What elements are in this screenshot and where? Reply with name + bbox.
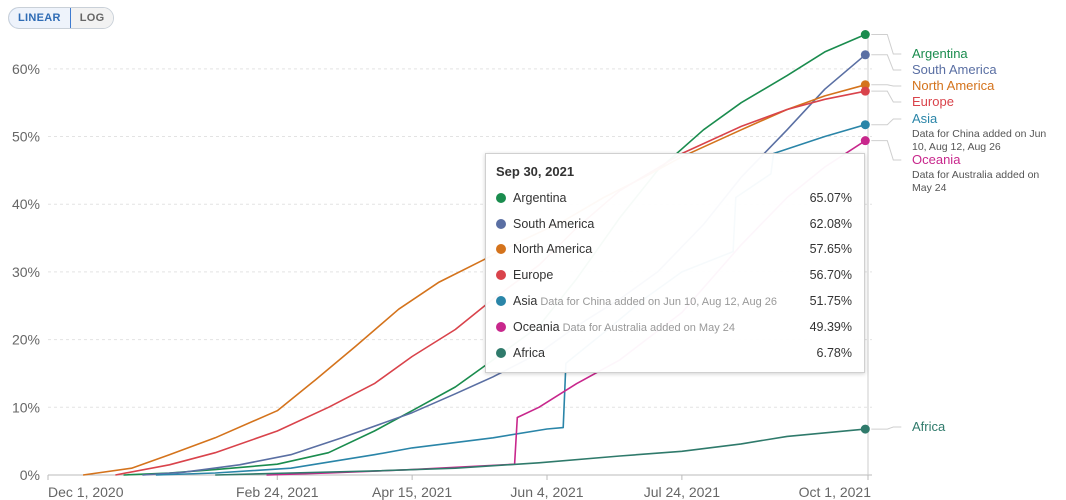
series-line-africa: [215, 428, 866, 476]
tooltip-series-value: 65.07%: [809, 190, 852, 205]
tooltip-rows: Argentina 65.07% South America 62.08% North …: [496, 185, 852, 366]
end-marker-north-america: [860, 80, 870, 90]
tooltip-series-name: North America: [513, 242, 593, 257]
tooltip-row: Europe 56.70%: [496, 262, 852, 288]
y-tick-label: 30%: [12, 264, 40, 280]
label-connector: [871, 140, 902, 161]
x-tick-label: Oct 1, 2021: [799, 484, 872, 500]
x-tick-label: Jun 4, 2021: [510, 484, 583, 500]
y-tick-label: 60%: [12, 61, 40, 77]
end-label-argentina: Argentina: [912, 46, 968, 61]
end-label-asia: Asia: [912, 111, 938, 126]
label-connector: [871, 84, 902, 87]
label-connector: [871, 118, 902, 126]
legend-dot-icon: [496, 296, 506, 307]
scale-toggle: LINEAR LOG: [8, 7, 115, 29]
tooltip-row: Asia Data for China added on Jun 10, Aug …: [496, 288, 852, 314]
legend-dot-icon: [496, 244, 506, 255]
end-marker-asia: [860, 120, 870, 130]
legend-dot-icon: [496, 218, 506, 229]
tooltip-series-name: Asia Data for China added on Jun 10, Aug …: [513, 294, 778, 309]
end-note-asia: 10, Aug 12, Aug 26: [912, 141, 1001, 153]
log-scale-button[interactable]: LOG: [70, 8, 114, 28]
label-connector: [871, 426, 902, 430]
tooltip-series-value: 6.78%: [816, 345, 852, 360]
end-label-europe: Europe: [912, 94, 954, 109]
end-label-north-america: North America: [912, 78, 995, 93]
end-marker-europe: [860, 86, 870, 96]
y-tick-label: 40%: [12, 196, 40, 212]
tooltip-series-name: Africa: [513, 345, 545, 360]
tooltip-row: North America 57.65%: [496, 237, 852, 263]
tooltip-series-note: Data for China added on Jun 10, Aug 12, …: [540, 296, 778, 309]
end-marker-argentina: [860, 30, 870, 40]
label-connector: [871, 90, 902, 103]
legend-dot-icon: [496, 270, 506, 281]
tooltip-row: South America 62.08%: [496, 211, 852, 237]
y-tick-label: 50%: [12, 129, 40, 145]
legend-dot-icon: [496, 192, 506, 203]
end-marker-oceania: [860, 136, 870, 146]
x-tick-label: Apr 15, 2021: [372, 484, 452, 500]
label-connector: [871, 34, 902, 55]
tooltip-row: Oceania Data for Australia added on May 2…: [496, 314, 852, 340]
y-tick-label: 0%: [20, 467, 40, 483]
end-marker-south-america: [860, 50, 870, 60]
end-label-africa: Africa: [912, 419, 946, 434]
tooltip-row: Africa 6.78%: [496, 340, 852, 366]
tooltip-row: Argentina 65.07%: [496, 185, 852, 211]
linear-scale-button[interactable]: LINEAR: [9, 8, 71, 28]
end-note-oceania: Data for Australia added on: [912, 169, 1039, 181]
x-tick-label: Feb 24, 2021: [236, 484, 319, 500]
tooltip-series-value: 62.08%: [809, 216, 852, 231]
chart-tooltip: Sep 30, 2021 Argentina 65.07% South Americ…: [485, 153, 865, 373]
y-tick-label: 20%: [12, 332, 40, 348]
tooltip-series-name: Argentina: [513, 190, 567, 205]
tooltip-series-name: Europe: [513, 268, 554, 283]
label-connector: [871, 54, 902, 71]
tooltip-series-name: South America: [513, 216, 595, 231]
end-note-oceania: May 24: [912, 182, 947, 194]
tooltip-series-value: 56.70%: [809, 268, 852, 283]
tooltip-series-value: 51.75%: [809, 294, 852, 309]
legend-dot-icon: [496, 321, 506, 332]
series-line-north-america: [82, 84, 866, 476]
tooltip-series-name: Oceania Data for Australia added on May 2…: [513, 319, 736, 334]
end-label-oceania: Oceania: [912, 152, 961, 167]
end-marker-africa: [860, 424, 870, 434]
legend-dot-icon: [496, 347, 506, 358]
tooltip-series-note: Data for Australia added on May 24: [562, 321, 736, 334]
tooltip-series-value: 57.65%: [809, 242, 852, 257]
x-tick-label: Jul 24, 2021: [644, 484, 720, 500]
x-tick-label: Dec 1, 2020: [48, 484, 124, 500]
end-label-south-america: South America: [912, 62, 997, 77]
y-tick-label: 10%: [12, 399, 40, 415]
tooltip-date: Sep 30, 2021: [496, 164, 575, 179]
tooltip-series-value: 49.39%: [809, 319, 852, 334]
end-note-asia: Data for China added on Jun: [912, 128, 1046, 140]
